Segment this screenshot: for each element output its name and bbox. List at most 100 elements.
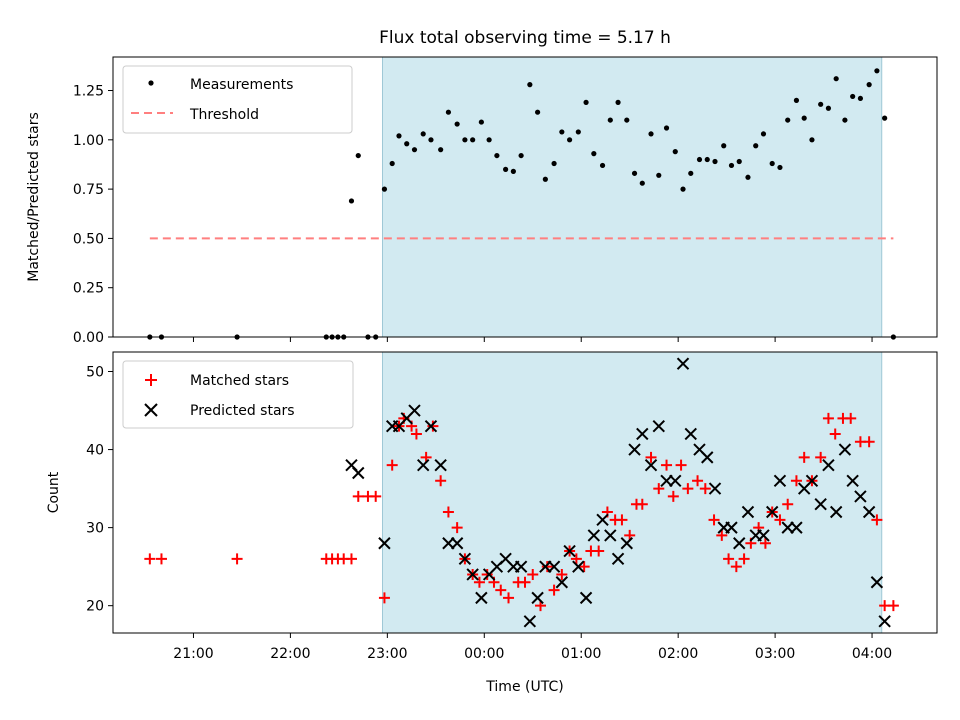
measurement-point [381,186,388,192]
measurement-point [696,156,703,163]
matched-star-point [822,412,834,424]
measurement-point [438,147,444,153]
x-tick-label: 21:00 [173,646,213,662]
matched-star-point [863,436,875,448]
predicted-star-point [725,521,738,534]
predicted-star-point [458,552,472,566]
measurement-point [445,109,452,115]
measurement-point [631,170,638,176]
matched-star-point [556,568,568,580]
predicted-star-point [378,537,391,550]
measurement-point [842,117,848,123]
chart-title: Flux total observing time = 5.17 h [379,28,671,48]
predicted-star-point [846,474,859,487]
measurement-point [355,152,361,159]
matched-star-point [427,420,439,432]
predicted-star-point [741,505,755,519]
matched-star-point [481,568,493,580]
matched-star-point [716,529,728,541]
measurement-point [503,166,509,172]
measurement-point [825,105,832,111]
matched-star-point [144,553,156,565]
measurement-point [712,158,718,165]
observing-window-shade [381,56,883,338]
matched-star-point [645,451,657,463]
measurement-point [753,143,759,149]
matched-star-point [616,514,628,526]
x-tick-label: 03:00 [755,646,795,662]
matched-star-point [723,553,735,565]
ratio-y-tick-label: 0.00 [73,330,104,346]
matched-star-point [653,483,665,495]
matched-star-point [682,483,694,495]
matched-star-point [570,553,582,565]
measurement-point [542,176,548,182]
matched-star-point [675,459,687,471]
measurement-point [462,137,468,143]
measurement-point [728,162,735,169]
count-y-tick-label: 40 [86,443,104,459]
predicted-star-point [822,458,835,472]
measurement-point [672,149,678,155]
predicted-star-point [838,443,852,456]
ratio-y-tick-label: 0.25 [73,281,104,297]
count-y-tick-label: 30 [86,521,104,537]
ratio-y-ticks: 0.00 0.25 0.50 0.75 1.00 1.25 [73,84,113,346]
measurement-point [428,137,434,143]
predicted-star-point [773,474,787,487]
matched-star-point [871,514,883,526]
predicted-star-point [523,615,537,628]
x-tick-label: 01:00 [561,646,601,662]
predicted-star-point [466,568,479,581]
matched-star-point [774,514,786,526]
measurement-point [348,198,355,204]
predicted-star-point [870,576,884,589]
count-axes-frame [112,351,938,634]
matched-star-point [782,498,794,510]
matched-star-point [815,451,827,463]
predicted-star-point [417,458,430,472]
predicted-star-point [547,560,561,573]
matched-star-point [519,576,531,588]
legend-measurements-label: Measurements [190,77,293,93]
predicted-star-point [636,427,649,441]
measurement-point [518,152,524,159]
predicted-star-point [563,544,576,558]
count-legend: Matched stars Predicted stars [122,360,354,429]
matched-star-point [451,522,463,534]
matched-star-point [378,592,390,604]
matched-star-point [593,545,605,557]
measurement-point [411,147,418,153]
ratio-x-ticks [192,337,873,342]
matched-star-point [578,561,590,573]
measurement-point [389,160,395,167]
matched-star-point [661,459,673,471]
measurement-point [866,82,872,88]
measurement-point [478,119,484,125]
x-tick-label: 23:00 [367,646,407,662]
x-tick-label: 00:00 [464,646,504,662]
ratio-y-axis-label: Matched/Predicted stars [26,112,42,282]
matched-star-point [442,506,454,518]
predicted-star-point [854,490,867,503]
predicted-star-point [757,529,770,542]
ratio-legend-box [122,65,353,134]
matched-star-point [887,600,899,612]
predicted-star-point [587,529,601,542]
matched-star-point [790,475,802,487]
predicted-star-point [579,591,593,605]
measurement-point [494,152,500,159]
legend-predicted-label: Predicted stars [190,403,295,419]
ratio-axes-frame [112,56,938,338]
measurement-point [624,117,630,123]
x-tick-label: 22:00 [270,646,310,662]
measurement-point [527,82,533,88]
ratio-y-tick-label: 0.50 [73,231,104,247]
ratio-y-tick-label: 1.25 [73,84,104,100]
measurement-point [656,172,662,178]
matched-star-point [692,475,704,487]
x-tick-label: 02:00 [658,646,698,662]
measurement-point [404,141,410,147]
matched-star-point [345,553,357,565]
legend-predicted-marker [144,403,158,417]
